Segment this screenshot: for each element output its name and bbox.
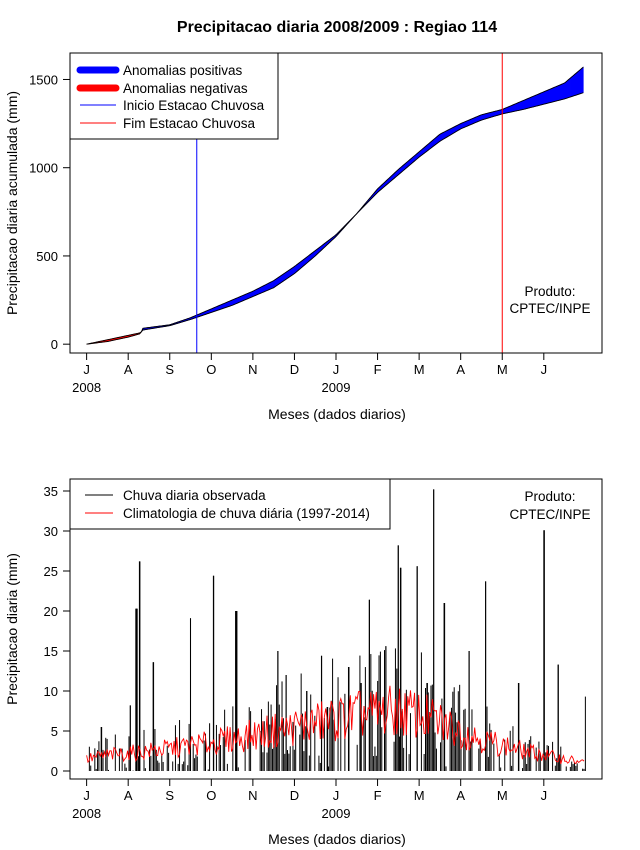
- daily-y-tick-label: 0: [51, 764, 58, 779]
- accumulated-y-tick-label: 1500: [29, 72, 58, 87]
- accumulated-y-axis: 0 500 1000 1500: [29, 72, 70, 352]
- daily-y-tick-label: 35: [44, 484, 58, 499]
- accumulated-year-label: 2009: [322, 380, 351, 395]
- accumulated-y-tick-label: 500: [36, 249, 58, 264]
- accumulated-y-tick-label: 1000: [29, 161, 58, 176]
- daily-x-tick-label: S: [165, 788, 174, 803]
- product-annotation-line2: CPTEC/INPE: [509, 507, 590, 522]
- accumulated-y-tick-label: 0: [51, 337, 58, 352]
- daily-y-axis: 0 5 10 15 20 25 30 35: [44, 484, 70, 779]
- accumulated-x-tick-label: A: [124, 362, 133, 377]
- product-annotation-line1: Produto:: [524, 489, 575, 504]
- daily-y-tick-label: 20: [44, 604, 58, 619]
- observed-accumulated-line: [86, 66, 584, 345]
- accumulated-legend: Anomalias positivas Anomalias negativas …: [69, 52, 279, 140]
- accumulated-x-tick-label: O: [206, 362, 216, 377]
- legend-label-anomalias-negativas: Anomalias negativas: [123, 81, 248, 96]
- daily-x-tick-label: J: [541, 788, 548, 803]
- daily-y-tick-label: 10: [44, 684, 58, 699]
- legend-label-chuva-observada: Chuva diaria observada: [123, 488, 266, 503]
- accumulated-x-axis: J A S O N D J F M A M J 2008 2009: [72, 353, 547, 395]
- accumulated-x-tick-label: N: [248, 362, 257, 377]
- accumulated-precipitation-panel: Precipitacao diaria 2008/2009 : Regiao 1…: [4, 19, 603, 422]
- accumulated-x-tick-label: J: [541, 362, 548, 377]
- daily-precipitation-panel: Chuva diaria observada Climatologia de c…: [4, 478, 603, 847]
- daily-x-axis-label: Meses (dados diarios): [268, 831, 406, 847]
- accumulated-x-tick-label: F: [374, 362, 382, 377]
- daily-year-label: 2009: [322, 806, 351, 821]
- daily-y-tick-label: 30: [44, 524, 58, 539]
- accumulated-x-tick-label: S: [165, 362, 174, 377]
- anomaly-positive-band: [581, 66, 584, 94]
- daily-x-tick-label: J: [333, 788, 340, 803]
- accumulated-x-tick-label: J: [333, 362, 340, 377]
- accumulated-year-label: 2008: [72, 380, 101, 395]
- legend-label-fim-estacao: Fim Estacao Chuvosa: [123, 116, 256, 131]
- daily-x-axis: J A S O N D J F M A M J 2008 2009: [72, 779, 547, 821]
- accumulated-plot-area: [86, 53, 584, 353]
- accumulated-x-tick-label: D: [290, 362, 299, 377]
- daily-x-tick-label: N: [248, 788, 257, 803]
- daily-x-tick-label: A: [456, 788, 465, 803]
- accumulated-x-tick-label: A: [456, 362, 465, 377]
- product-annotation-line1: Produto:: [524, 284, 575, 299]
- accumulated-x-tick-label: M: [414, 362, 425, 377]
- climatology-daily-line: [86, 685, 585, 765]
- daily-x-tick-label: M: [414, 788, 425, 803]
- daily-x-tick-label: A: [124, 788, 133, 803]
- accumulated-x-tick-label: M: [497, 362, 508, 377]
- daily-legend-box: [69, 478, 391, 530]
- daily-y-tick-label: 25: [44, 564, 58, 579]
- daily-x-tick-label: M: [497, 788, 508, 803]
- product-annotation-line2: CPTEC/INPE: [509, 301, 590, 316]
- daily-y-axis-label: Precipitacao diaria (mm): [4, 553, 20, 705]
- accumulated-x-tick-label: J: [83, 362, 90, 377]
- chart-title: Precipitacao diaria 2008/2009 : Regiao 1…: [177, 19, 497, 36]
- daily-y-tick-label: 5: [51, 724, 58, 739]
- daily-legend: Chuva diaria observada Climatologia de c…: [69, 478, 391, 530]
- daily-year-label: 2008: [72, 806, 101, 821]
- legend-label-climatologia: Climatologia de chuva diária (1997-2014): [123, 506, 370, 521]
- daily-x-tick-label: J: [83, 788, 90, 803]
- daily-plot-area: [86, 489, 586, 771]
- accumulated-x-axis-label: Meses (dados diarios): [268, 406, 406, 422]
- daily-x-tick-label: O: [206, 788, 216, 803]
- daily-y-tick-label: 15: [44, 644, 58, 659]
- legend-label-inicio-estacao: Inicio Estacao Chuvosa: [123, 98, 265, 113]
- accumulated-y-axis-label: Precipitacao diaria acumulada (mm): [4, 91, 20, 315]
- daily-x-tick-label: F: [374, 788, 382, 803]
- daily-x-tick-label: D: [290, 788, 299, 803]
- climatology-accumulated-line: [86, 92, 584, 345]
- legend-label-anomalias-positivas: Anomalias positivas: [123, 63, 243, 78]
